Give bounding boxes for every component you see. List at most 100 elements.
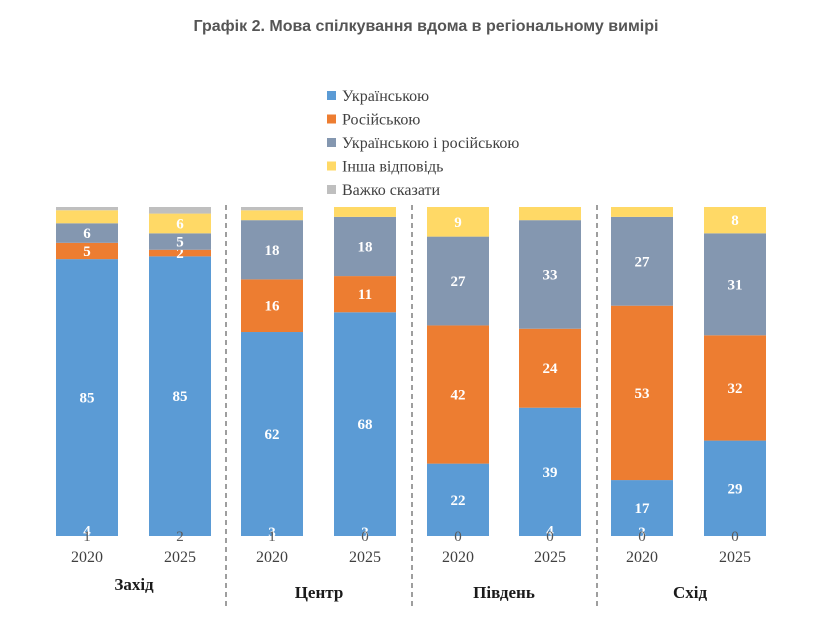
legend-swatch bbox=[327, 185, 336, 194]
data-label: 0 bbox=[454, 529, 462, 545]
data-label: 16 bbox=[265, 299, 281, 315]
data-label: 39 bbox=[543, 465, 558, 481]
data-label: 22 bbox=[451, 493, 466, 509]
data-label: 85 bbox=[173, 389, 188, 405]
year-tick-label: 2020 bbox=[626, 549, 658, 566]
data-label: 6 bbox=[83, 226, 91, 242]
data-label: 1 bbox=[268, 529, 276, 545]
bar-segment bbox=[519, 220, 581, 329]
legend-label: Українською і російською bbox=[342, 135, 519, 152]
data-label: 33 bbox=[543, 267, 558, 283]
data-label: 27 bbox=[635, 254, 651, 270]
data-label: 42 bbox=[451, 388, 466, 404]
data-label: 31 bbox=[728, 277, 743, 293]
bar-segment bbox=[334, 312, 396, 536]
data-label: 18 bbox=[265, 243, 280, 259]
legend-label: Інша відповідь bbox=[342, 159, 443, 176]
bar-segment bbox=[519, 328, 581, 408]
legend: Українською Російською Українською і росій… bbox=[327, 88, 519, 199]
data-label: 9 bbox=[454, 215, 462, 231]
bar-segment bbox=[149, 233, 211, 250]
year-tick-label: 2020 bbox=[442, 549, 474, 566]
bar-segment bbox=[149, 249, 211, 257]
bar-segment bbox=[334, 216, 396, 277]
bar-segment bbox=[56, 259, 118, 536]
data-label: 0 bbox=[361, 529, 369, 545]
data-label: 32 bbox=[728, 381, 743, 397]
region-separators bbox=[225, 205, 598, 606]
data-label: 0 bbox=[731, 529, 739, 545]
legend-label: Важко сказати bbox=[342, 182, 441, 199]
data-label: 68 bbox=[358, 417, 373, 433]
data-label: 53 bbox=[635, 386, 650, 402]
bar-segment bbox=[519, 207, 581, 221]
bar-segment bbox=[704, 335, 766, 441]
data-label: 4 bbox=[546, 523, 554, 539]
year-tick-label: 2020 bbox=[71, 549, 103, 566]
bar-segment bbox=[427, 207, 489, 237]
bar-segment bbox=[427, 325, 489, 464]
year-tick-label: 2025 bbox=[534, 549, 566, 566]
data-label: 6 bbox=[176, 216, 184, 232]
data-label: 8 bbox=[731, 213, 739, 229]
data-label: 62 bbox=[265, 427, 280, 443]
data-label: 4 bbox=[83, 523, 91, 539]
region-label: Схід bbox=[673, 583, 708, 602]
bar-segment bbox=[611, 480, 673, 536]
data-label: 27 bbox=[451, 274, 467, 290]
bar-segment bbox=[56, 207, 118, 211]
legend-label: Українською bbox=[342, 88, 429, 105]
bar-segment bbox=[704, 440, 766, 536]
bar-segment bbox=[427, 463, 489, 536]
data-label: 1 bbox=[83, 529, 91, 545]
chart-title: Графік 2. Мова спілкування вдома в регіо… bbox=[194, 18, 659, 35]
bar-segment bbox=[611, 305, 673, 481]
region-label: Південь bbox=[473, 583, 535, 602]
data-label: 5 bbox=[83, 244, 91, 260]
data-label: 2 bbox=[176, 246, 184, 262]
bar-segment bbox=[241, 332, 303, 536]
bar-segment bbox=[334, 207, 396, 217]
axis-labels: 2020 2025 2020 2025 2020 2025 2020 2025 Захід Цен… bbox=[71, 549, 751, 602]
data-label: 17 bbox=[635, 501, 651, 517]
legend-swatch bbox=[327, 91, 336, 100]
year-tick-label: 2020 bbox=[256, 549, 288, 566]
legend-label: Російською bbox=[342, 112, 420, 129]
bar-segment bbox=[241, 207, 303, 211]
bar-segment bbox=[334, 276, 396, 313]
bar-segment bbox=[704, 233, 766, 336]
legend-swatch bbox=[327, 138, 336, 147]
bar-segment bbox=[149, 256, 211, 536]
bar-segment bbox=[519, 407, 581, 536]
bar-segment bbox=[149, 207, 211, 214]
bar-segment bbox=[149, 213, 211, 234]
year-tick-label: 2025 bbox=[349, 549, 381, 566]
bar-segment bbox=[241, 279, 303, 333]
plot-area: 8556418525626216183168111830224227903924… bbox=[56, 207, 766, 545]
data-label: 24 bbox=[543, 361, 559, 377]
data-label: 0 bbox=[546, 529, 554, 545]
bar-segment bbox=[56, 210, 118, 224]
data-label: 2 bbox=[176, 529, 184, 545]
data-label: 18 bbox=[358, 239, 373, 255]
bar-segment bbox=[241, 210, 303, 221]
year-tick-label: 2025 bbox=[164, 549, 196, 566]
legend-swatch bbox=[327, 114, 336, 124]
data-label: 5 bbox=[176, 235, 184, 251]
region-label: Захід bbox=[114, 575, 154, 594]
bar-segment bbox=[704, 207, 766, 234]
bar-segment bbox=[427, 236, 489, 326]
data-label: 11 bbox=[358, 287, 372, 303]
bar-segment bbox=[56, 223, 118, 243]
year-tick-label: 2025 bbox=[719, 549, 751, 566]
bar-segment bbox=[56, 242, 118, 260]
legend-swatch bbox=[327, 161, 336, 171]
data-label: 85 bbox=[80, 391, 95, 407]
region-label: Центр bbox=[295, 583, 344, 602]
data-label: 3 bbox=[268, 525, 276, 541]
bar-segment bbox=[611, 216, 673, 306]
bar-segment bbox=[611, 207, 673, 217]
data-label: 0 bbox=[638, 529, 646, 545]
data-label: 29 bbox=[728, 481, 743, 497]
